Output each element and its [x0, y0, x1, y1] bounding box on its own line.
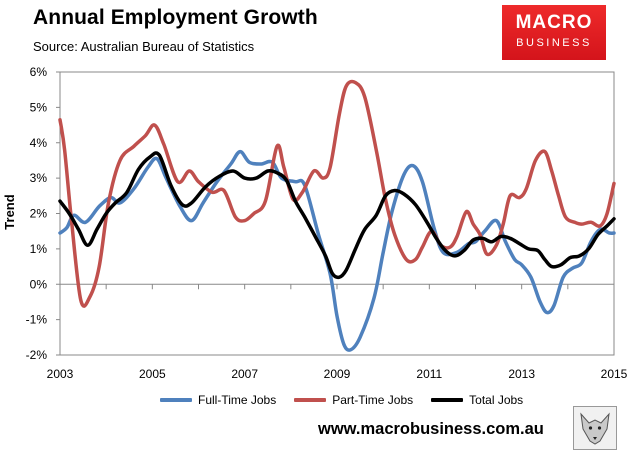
- series-line-fulltime: [58, 149, 616, 352]
- chart-title: Annual Employment Growth: [33, 6, 318, 29]
- legend-item-fulltime: Full-Time Jobs: [160, 393, 276, 407]
- legend-swatch-total: [431, 398, 464, 402]
- x-tick-label: 2005: [139, 367, 166, 381]
- legend-item-parttime: Part-Time Jobs: [294, 393, 413, 407]
- legend-label-total: Total Jobs: [469, 393, 524, 407]
- legend-item-total: Total Jobs: [431, 393, 523, 407]
- chart-legend: Full-Time Jobs Part-Time Jobs Total Jobs: [160, 393, 541, 407]
- series-line-parttime: [58, 79, 616, 308]
- legend-label-parttime: Part-Time Jobs: [332, 393, 414, 407]
- x-tick-label: 2013: [508, 367, 535, 381]
- fox-logo: [573, 406, 617, 450]
- chart-axes: -2% -1% 0% 1% 2% 3% 4% 5% 6% 2003 2005 2007 2009 2011…: [26, 65, 628, 381]
- chart-source: Source: Australian Bureau of Statistics: [33, 39, 255, 54]
- y-tick-label: 5%: [30, 100, 48, 114]
- employment-chart: -2% -1% 0% 1% 2% 3% 4% 5% 6% 2003 2005 2007 2009 2011…: [2, 65, 628, 381]
- y-axis-label: Trend: [2, 194, 17, 229]
- legend-swatch-parttime: [294, 398, 327, 402]
- macrobusiness-logo: MACRO BUSINESS: [502, 5, 606, 60]
- x-tick-label: 2003: [47, 367, 74, 381]
- chart-series: [58, 79, 616, 352]
- series-line-total: [58, 151, 616, 280]
- y-tick-label: -1%: [26, 313, 48, 327]
- logo-line1: MACRO: [515, 12, 593, 33]
- y-tick-label: 2%: [30, 207, 48, 221]
- y-tick-label: 4%: [30, 136, 48, 150]
- y-tick-label: 6%: [30, 65, 48, 79]
- legend-label-fulltime: Full-Time Jobs: [198, 393, 277, 407]
- y-tick-label: -2%: [26, 348, 48, 362]
- x-tick-label: 2015: [601, 367, 628, 381]
- x-tick-label: 2011: [416, 367, 442, 381]
- x-tick-label: 2007: [231, 367, 258, 381]
- y-tick-label: 0%: [30, 277, 48, 291]
- legend-swatch-fulltime: [160, 398, 192, 402]
- y-tick-label: 3%: [30, 171, 48, 185]
- y-tick-label: 1%: [30, 242, 48, 256]
- x-tick-label: 2009: [324, 367, 351, 381]
- logo-line2: BUSINESS: [516, 37, 592, 49]
- fox-icon: [580, 412, 610, 445]
- website-url: www.macrobusiness.com.au: [318, 420, 544, 438]
